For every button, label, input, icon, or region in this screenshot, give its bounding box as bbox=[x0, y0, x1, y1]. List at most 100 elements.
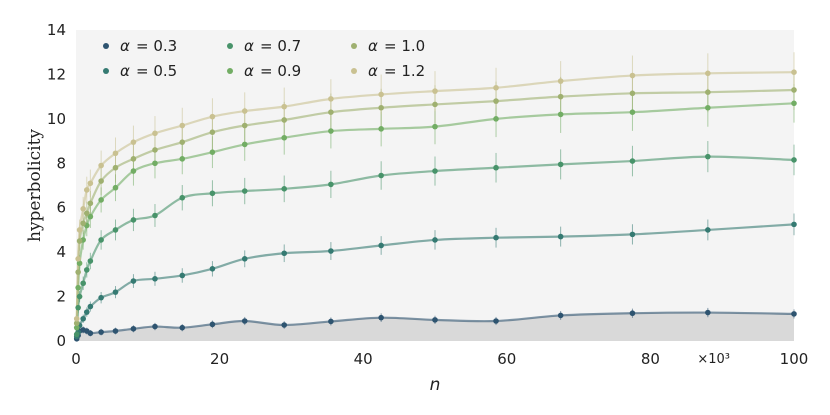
legend-label-value: = 0.7 bbox=[260, 37, 301, 55]
baseline-band bbox=[76, 312, 795, 341]
data-point bbox=[432, 237, 438, 243]
x-tick-label: 0 bbox=[71, 350, 81, 368]
series-line bbox=[75, 223, 795, 337]
series-line bbox=[75, 102, 795, 328]
data-point bbox=[112, 227, 119, 233]
x-tick-label: 40 bbox=[354, 350, 373, 368]
legend-marker bbox=[351, 43, 357, 49]
data-point bbox=[87, 213, 94, 220]
legend-label-symbol: α bbox=[244, 62, 254, 80]
data-point bbox=[73, 331, 80, 338]
data-point bbox=[83, 187, 90, 193]
data-point bbox=[432, 88, 438, 94]
data-point bbox=[557, 233, 564, 240]
data-point bbox=[557, 111, 564, 118]
legend-marker bbox=[227, 43, 233, 49]
data-point bbox=[493, 116, 499, 122]
data-point bbox=[378, 91, 384, 98]
data-point bbox=[179, 272, 186, 279]
data-point bbox=[629, 231, 636, 238]
data-point bbox=[281, 250, 288, 257]
legend-marker bbox=[103, 68, 109, 74]
data-point bbox=[80, 220, 86, 227]
legend-label-symbol: α bbox=[120, 62, 130, 80]
data-point bbox=[130, 168, 137, 174]
data-point bbox=[112, 289, 119, 295]
data-point bbox=[378, 126, 384, 132]
data-point bbox=[493, 318, 499, 324]
data-point bbox=[705, 104, 711, 111]
data-point bbox=[328, 248, 334, 254]
y-tick-label: 8 bbox=[56, 154, 66, 172]
legend-item: α = 1.0 bbox=[351, 37, 425, 55]
data-point bbox=[179, 194, 186, 201]
data-point bbox=[241, 141, 248, 148]
data-point bbox=[130, 325, 137, 332]
data-point bbox=[209, 190, 216, 197]
data-point bbox=[130, 139, 137, 145]
x-axis-multiplier: ×10³ bbox=[697, 352, 730, 367]
data-point bbox=[83, 309, 90, 315]
data-point bbox=[75, 256, 81, 262]
data-point bbox=[152, 160, 158, 167]
data-point bbox=[791, 221, 797, 228]
data-point bbox=[328, 318, 334, 325]
data-point bbox=[328, 109, 334, 115]
data-point bbox=[378, 314, 384, 321]
x-tick-label: 60 bbox=[497, 350, 516, 368]
series-lines bbox=[75, 71, 795, 340]
data-point bbox=[432, 317, 438, 323]
data-point bbox=[791, 87, 797, 93]
data-point bbox=[791, 69, 797, 76]
data-point bbox=[112, 150, 119, 157]
data-point bbox=[328, 181, 334, 188]
data-point bbox=[98, 197, 104, 203]
data-point bbox=[557, 93, 564, 100]
legend-item: α = 0.5 bbox=[103, 62, 177, 80]
legend-marker bbox=[103, 43, 109, 49]
data-point bbox=[378, 242, 384, 249]
data-point bbox=[281, 103, 288, 110]
legend-label-value: = 1.0 bbox=[384, 37, 425, 55]
y-tick-label: 14 bbox=[47, 21, 66, 39]
data-point bbox=[130, 278, 137, 284]
data-point bbox=[87, 180, 94, 187]
data-point bbox=[791, 311, 797, 317]
x-tick-labels: 0 20 40 60 80 100 bbox=[71, 350, 808, 368]
data-point bbox=[130, 156, 137, 162]
x-tick-label: 100 bbox=[780, 350, 809, 368]
data-point bbox=[629, 158, 636, 164]
legend-item: α = 1.2 bbox=[351, 62, 425, 80]
data-point bbox=[152, 147, 158, 153]
data-point bbox=[629, 109, 636, 115]
data-point bbox=[98, 294, 104, 301]
data-point bbox=[152, 130, 158, 137]
y-tick-label: 6 bbox=[56, 199, 66, 217]
legend-item: α = 0.7 bbox=[227, 37, 301, 55]
x-axis-label: n bbox=[430, 375, 441, 395]
legend-label-value: = 0.9 bbox=[260, 62, 301, 80]
legend-marker bbox=[227, 68, 233, 74]
x-tick-label: 80 bbox=[641, 350, 660, 368]
data-point bbox=[75, 269, 81, 275]
data-point bbox=[241, 188, 248, 194]
data-point bbox=[241, 122, 248, 129]
y-tick-label: 2 bbox=[56, 288, 66, 306]
data-point bbox=[209, 266, 216, 272]
data-point bbox=[87, 258, 94, 264]
legend-label-value: = 0.5 bbox=[136, 62, 177, 80]
data-point bbox=[281, 322, 288, 328]
data-point bbox=[557, 312, 564, 319]
data-point bbox=[130, 217, 137, 223]
data-point bbox=[98, 237, 104, 243]
legend-label-symbol: α bbox=[120, 37, 130, 55]
data-point bbox=[179, 324, 186, 331]
data-point bbox=[80, 315, 86, 322]
legend-label-symbol: α bbox=[244, 37, 254, 55]
data-point bbox=[705, 227, 711, 233]
data-point bbox=[152, 276, 158, 282]
data-point bbox=[98, 178, 104, 184]
data-point bbox=[179, 122, 186, 129]
data-point bbox=[76, 260, 83, 267]
